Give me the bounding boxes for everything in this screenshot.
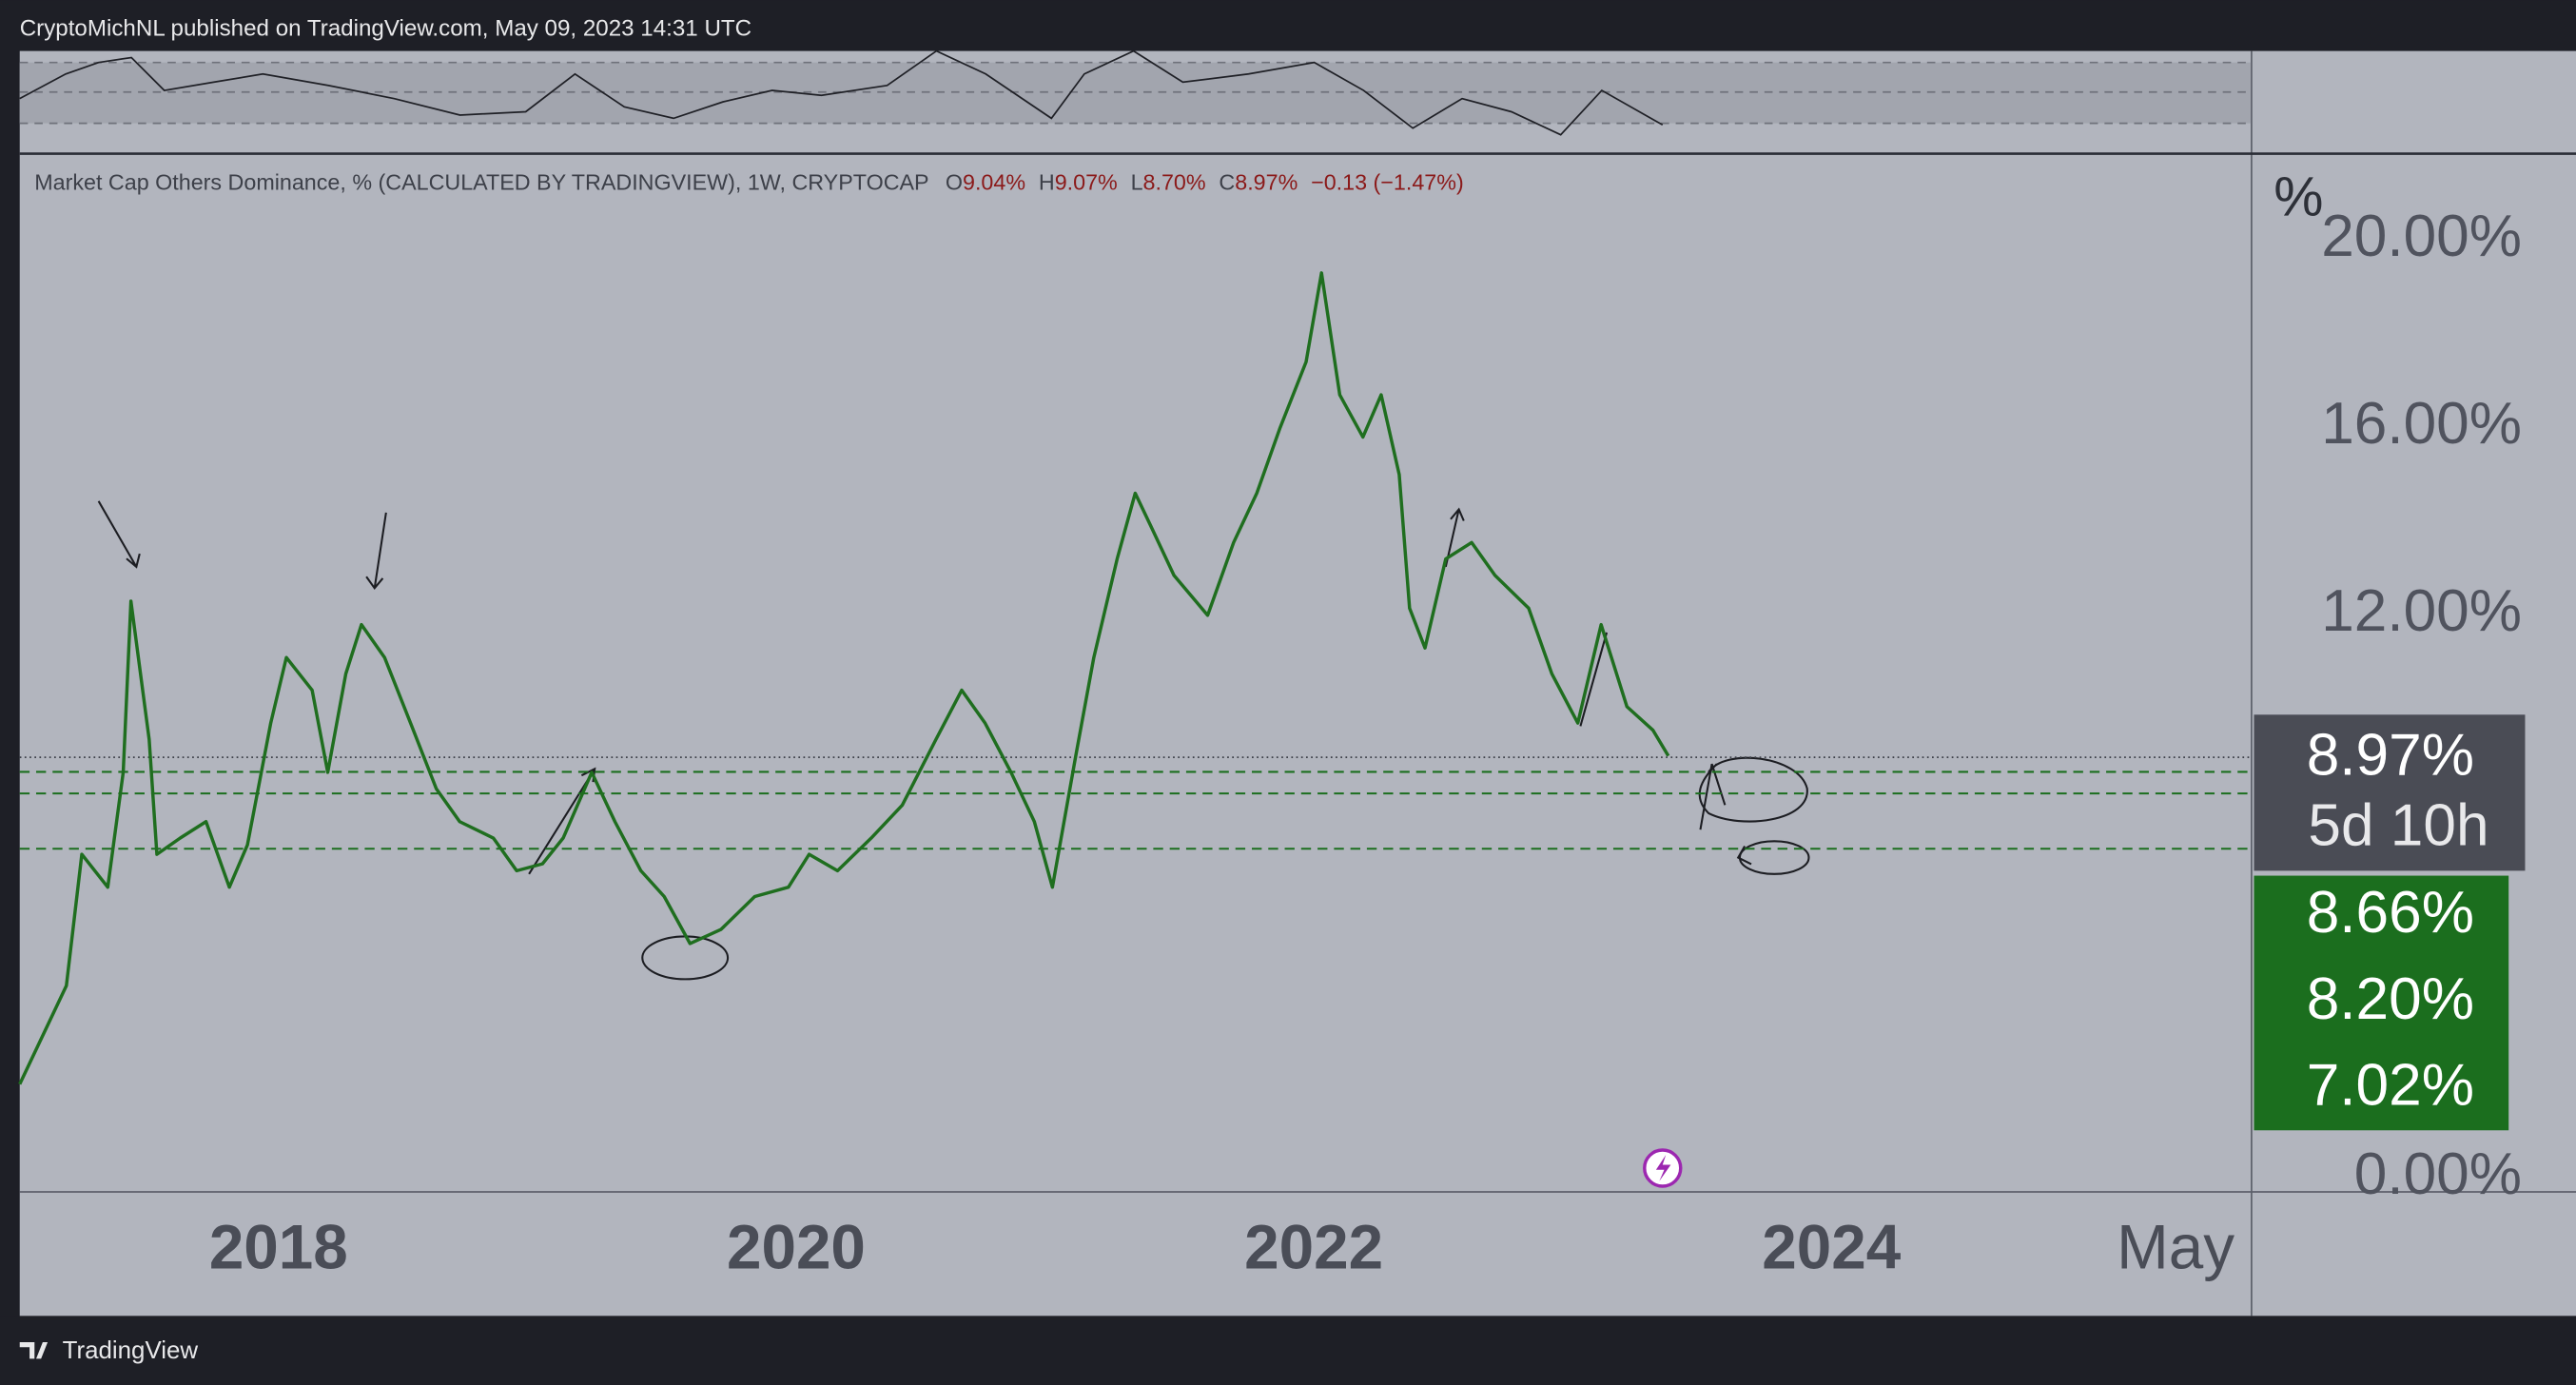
legend-change: −0.13 (−1.47%) [1311, 170, 1464, 195]
legend-value: 9.04% [963, 170, 1025, 195]
legend-key: H [1039, 170, 1055, 195]
annotation-arrow [1736, 845, 1752, 866]
x-tick-label: 2018 [209, 1212, 348, 1281]
annotation-arrow [365, 512, 387, 591]
annotations [97, 500, 1810, 981]
legend-value: 9.07% [1055, 170, 1118, 195]
footer-brand: TradingView [63, 1337, 199, 1364]
annotation-line [1579, 632, 1609, 727]
price-axis-unit: % [2274, 166, 2323, 227]
legend-value: 8.70% [1143, 170, 1206, 195]
last-price-label: 8.97% [2307, 722, 2474, 788]
x-tick-label: 2022 [1244, 1212, 1383, 1281]
annotation-circle [1698, 756, 1808, 830]
y-tick-label: 12.00% [2321, 578, 2522, 644]
y-tick-label: 16.00% [2321, 391, 2522, 457]
legend-ohlc: O9.04% H9.07% L8.70% C8.97% −0.13 (−1.47%) [946, 170, 1464, 195]
x-tick-label: 2024 [1762, 1212, 1901, 1281]
y-tick-label: 0.00% [2354, 1141, 2522, 1207]
legend-key: L [1131, 170, 1143, 195]
event-icon-bolt [1655, 1155, 1671, 1181]
publisher-line: CryptoMichNL published on TradingView.co… [20, 16, 751, 42]
chart-background [19, 50, 2576, 1317]
last-price-box [2254, 714, 2526, 871]
legend-key: C [1219, 170, 1235, 195]
legend-value: 8.97% [1235, 170, 1298, 195]
level-label: 7.02% [2307, 1053, 2474, 1119]
legend-title: Market Cap Others Dominance, % (CALCULAT… [34, 170, 928, 195]
x-tick-label: 2020 [727, 1212, 866, 1281]
countdown-label: 5d 10h [2308, 793, 2488, 859]
level-label: 8.20% [2307, 966, 2474, 1032]
level-label: 8.66% [2307, 880, 2474, 946]
level-box [2254, 875, 2509, 1131]
plot: 0.00% 12.00% 16.00% 20.00% 2018 2020 2022 2024 M… [18, 204, 2526, 1281]
footer-logo [19, 1342, 49, 1359]
price-line [18, 271, 1670, 1085]
oscillator-line [19, 49, 1664, 136]
legend-key: O [946, 170, 963, 195]
x-tick-label: May [2117, 1212, 2234, 1281]
legend: Market Cap Others Dominance, % (CALCULAT… [34, 170, 1463, 195]
footer [0, 1316, 2576, 1385]
y-tick-label: 20.00% [2321, 204, 2522, 269]
annotation-arrow [97, 500, 141, 569]
